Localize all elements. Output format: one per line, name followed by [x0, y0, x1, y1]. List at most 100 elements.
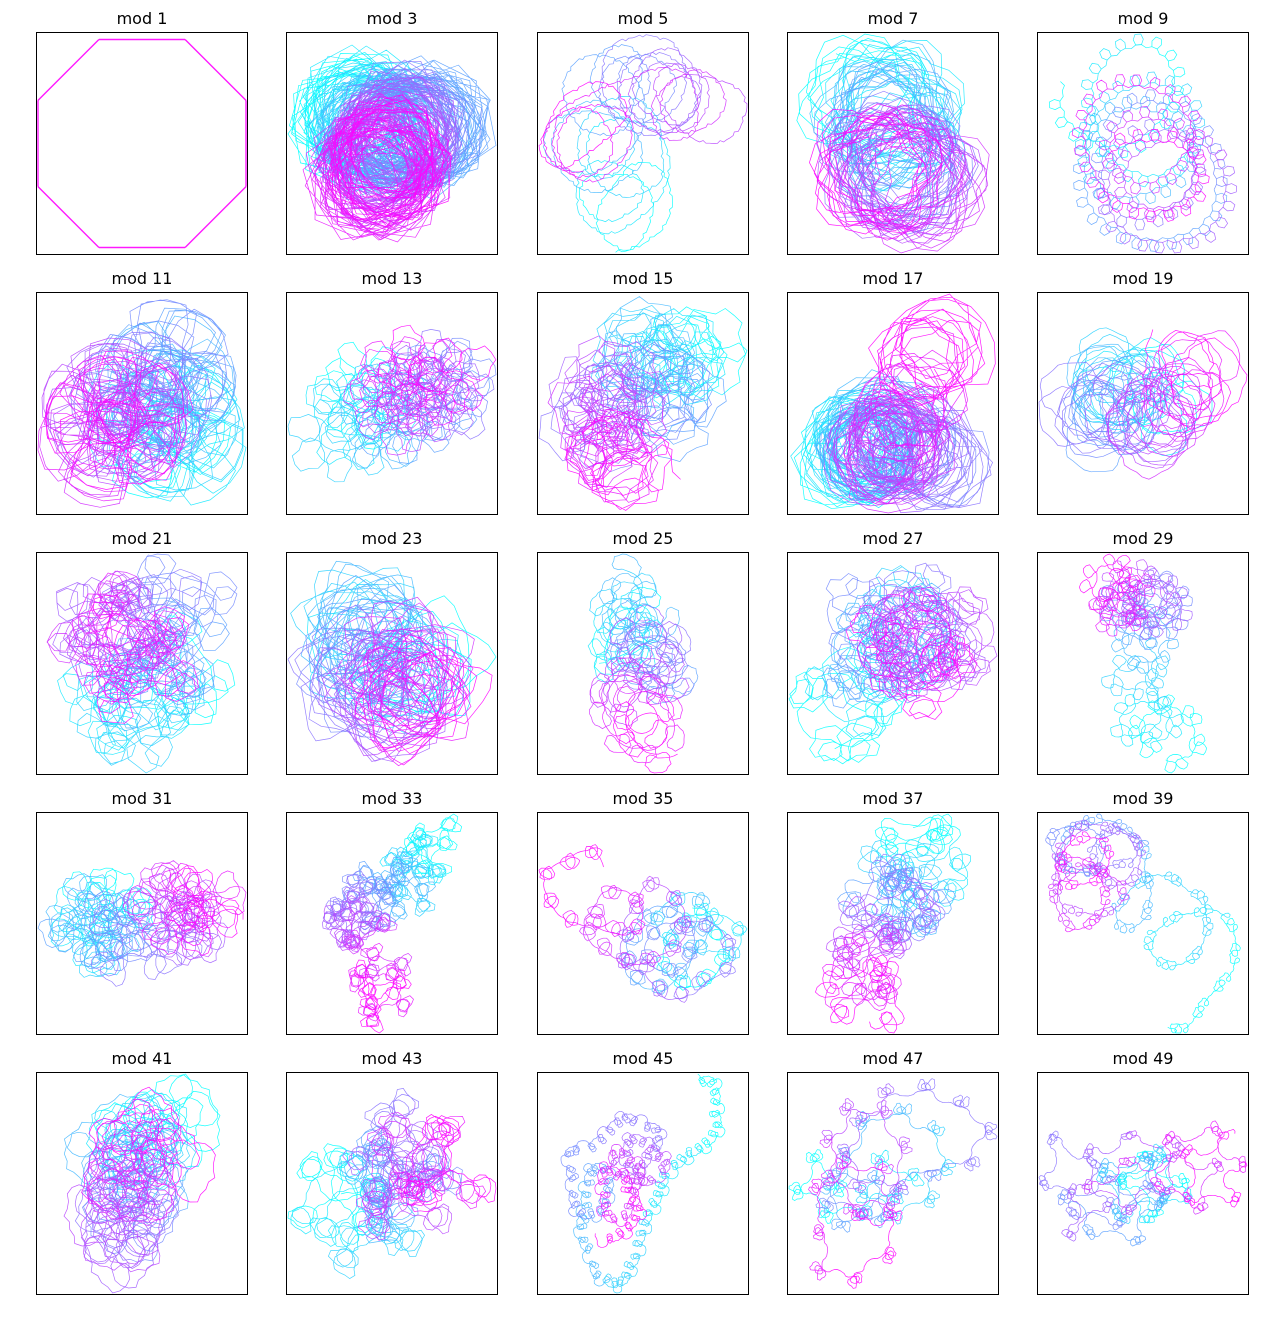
series-line-segment	[602, 1218, 653, 1294]
subplot-title: mod 5	[617, 9, 669, 28]
plot-area	[1037, 1072, 1249, 1295]
subplot-mod-17: mod 17	[787, 268, 999, 515]
series-line-segment	[649, 891, 741, 962]
series-line-segment	[1110, 690, 1184, 751]
subplot-title: mod 43	[361, 1049, 423, 1068]
series-line-segment	[341, 912, 413, 982]
series-line-segment	[838, 865, 942, 960]
series-line-segment	[1097, 128, 1210, 223]
series-line-segment	[835, 111, 987, 244]
subplot-mod-27: mod 27	[787, 528, 999, 775]
subplot-title: mod 15	[612, 269, 674, 288]
series-line-segment	[822, 936, 902, 1011]
series-line-segment	[92, 611, 236, 729]
series-line-segment	[561, 44, 646, 157]
series-line-segment	[560, 1135, 605, 1220]
plot-area	[787, 552, 999, 775]
series-line-segment	[825, 388, 955, 514]
series-line-segment	[372, 851, 436, 923]
plot-area	[537, 812, 749, 1035]
subplot-title: mod 35	[612, 789, 674, 808]
axes-frame	[36, 292, 248, 515]
series-line-segment	[618, 47, 703, 132]
series-line-segment	[825, 896, 912, 970]
subplot-title: mod 41	[111, 1049, 173, 1068]
series-line-segment	[542, 99, 644, 193]
series-line-segment	[1079, 553, 1141, 612]
series-line-segment	[325, 92, 453, 229]
subplot-mod-35: mod 35	[537, 788, 749, 1035]
axes-frame	[1037, 552, 1249, 775]
series-line-segment	[593, 676, 685, 764]
series-line-segment	[362, 352, 479, 453]
subplot-title: mod 9	[1117, 9, 1169, 28]
series-line-segment	[573, 1181, 612, 1287]
series-line-segment	[857, 840, 943, 925]
series-line-segment	[601, 34, 698, 137]
axes-frame	[1037, 1072, 1249, 1295]
series-line-segment	[808, 1154, 884, 1281]
series-line-segment	[1083, 1149, 1225, 1215]
series-line-segment	[37, 39, 100, 101]
plot-area	[537, 1072, 749, 1295]
subplot-title: mod 7	[867, 9, 919, 28]
series-line-segment	[1081, 1130, 1186, 1216]
series-line-segment	[565, 410, 681, 511]
series-line-segment	[538, 844, 604, 928]
series-line-segment	[184, 39, 247, 101]
series-line-segment	[819, 1161, 894, 1233]
axes-frame	[286, 292, 498, 515]
series-line-segment	[809, 39, 954, 192]
subplot-mod-49: mod 49	[1037, 1048, 1249, 1295]
subplot-title: mod 17	[862, 269, 924, 288]
series-line-segment	[1056, 831, 1115, 890]
axes-frame	[537, 812, 749, 1035]
series-line-segment	[576, 96, 665, 198]
series-line-segment	[836, 1083, 900, 1198]
series-line-segment	[616, 901, 690, 1003]
series-line-segment	[814, 954, 905, 1034]
series-line-segment	[37, 186, 100, 248]
series-line-segment	[363, 1088, 443, 1199]
series-line-segment	[44, 350, 194, 490]
series-line-segment	[579, 887, 662, 969]
series-line-segment	[609, 1144, 672, 1190]
series-line-segment	[821, 1097, 913, 1193]
series-line-segment	[1054, 853, 1111, 933]
axes-frame	[787, 32, 999, 255]
series-line-segment	[631, 892, 713, 995]
series-line-segment	[1092, 573, 1156, 637]
plot-area	[286, 292, 498, 515]
series-line-segment	[76, 670, 205, 774]
axes-frame	[787, 292, 999, 515]
plot-area	[537, 552, 749, 775]
series-line-segment	[1038, 1130, 1115, 1221]
axes-frame	[537, 1072, 749, 1295]
series-line-segment	[63, 1093, 189, 1209]
series-line-segment	[122, 862, 247, 955]
series-line-segment	[83, 887, 172, 971]
plot-area	[787, 292, 999, 515]
series-line-segment	[1128, 871, 1214, 961]
plot-area	[1037, 32, 1249, 255]
series-line-segment	[594, 1161, 629, 1227]
subplot-title: mod 27	[862, 529, 924, 548]
series-line-segment	[626, 348, 727, 463]
series-line-segment	[613, 691, 678, 774]
plot-area	[787, 812, 999, 1035]
series-line-segment	[821, 1102, 940, 1195]
subplot-title: mod 39	[1112, 789, 1174, 808]
series-line-segment	[694, 1073, 726, 1155]
plot-area	[1037, 552, 1249, 775]
series-line-segment	[1038, 362, 1140, 454]
plot-area	[36, 1072, 248, 1295]
series-line-segment	[88, 1086, 216, 1203]
series-line-segment	[587, 591, 659, 679]
series-line-segment	[1057, 1174, 1156, 1231]
series-line-segment	[885, 1078, 998, 1172]
axes-frame	[36, 812, 248, 1035]
series-line-segment	[788, 1149, 865, 1224]
series-line-segment	[1095, 559, 1182, 629]
series-line-segment	[184, 186, 247, 248]
series-line-segment	[578, 162, 673, 253]
